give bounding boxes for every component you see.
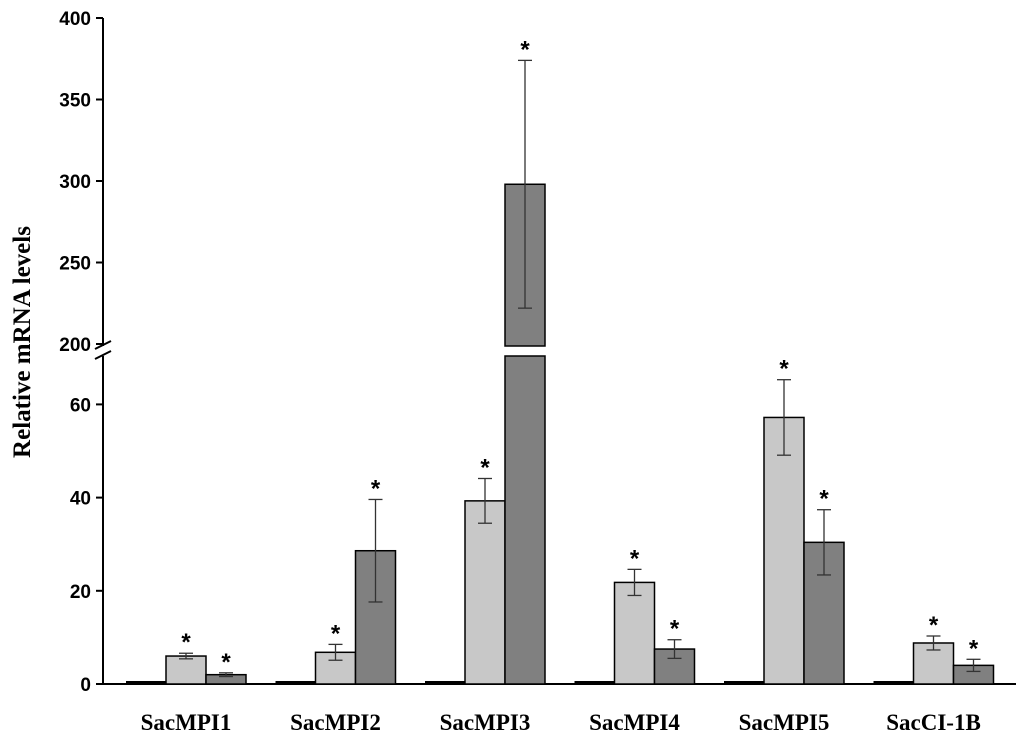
x-tick-label: SacMPI5 [739, 710, 830, 735]
y-axis-label: Relative mRNA levels [9, 226, 36, 458]
bar-control [425, 681, 465, 684]
x-tick-label: SacMPI1 [141, 710, 232, 735]
bar [504, 355, 546, 685]
significance-star: * [181, 629, 191, 656]
y-tick-label: 300 [59, 172, 91, 193]
bar-control [574, 681, 615, 684]
x-tick-label: SacMPI3 [440, 710, 531, 735]
significance-star: * [331, 620, 341, 647]
bar [763, 416, 805, 685]
y-tick-label: 400 [59, 9, 91, 30]
x-tick-label: SacMPI2 [290, 710, 381, 735]
bar-control [275, 681, 316, 684]
bar [613, 581, 656, 685]
significance-star: * [371, 475, 381, 502]
significance-star: * [221, 649, 231, 676]
y-tick-label: 250 [59, 254, 91, 275]
y-tick-label: 40 [70, 489, 91, 510]
x-tick-label: SacMPI4 [589, 710, 680, 735]
significance-star: * [480, 454, 490, 481]
significance-star: * [819, 486, 829, 513]
significance-star: * [779, 356, 789, 383]
y-tick-label: 350 [59, 91, 91, 112]
significance-star: * [520, 36, 530, 63]
y-tick-label: 200 [59, 335, 91, 356]
significance-star: * [969, 635, 979, 662]
y-tick-label: 60 [70, 395, 91, 416]
significance-star: * [929, 612, 939, 639]
bar-control [724, 681, 764, 684]
significance-star: * [630, 545, 640, 572]
bar [464, 500, 506, 685]
y-tick-label: 0 [80, 675, 91, 696]
axis-break-mark [94, 350, 112, 360]
bar-control [873, 681, 914, 684]
axis-break-gap [503, 347, 547, 355]
x-tick-label: SacCI-1B [886, 710, 981, 735]
y-tick-label: 20 [70, 582, 91, 603]
bar-control [126, 681, 166, 684]
bar [165, 655, 207, 685]
chart-body: 0 20 40 60 200 250 300 350 400 * * SacMPI1 * * SacMPI2… [59, 9, 1016, 735]
significance-star: * [670, 616, 680, 643]
